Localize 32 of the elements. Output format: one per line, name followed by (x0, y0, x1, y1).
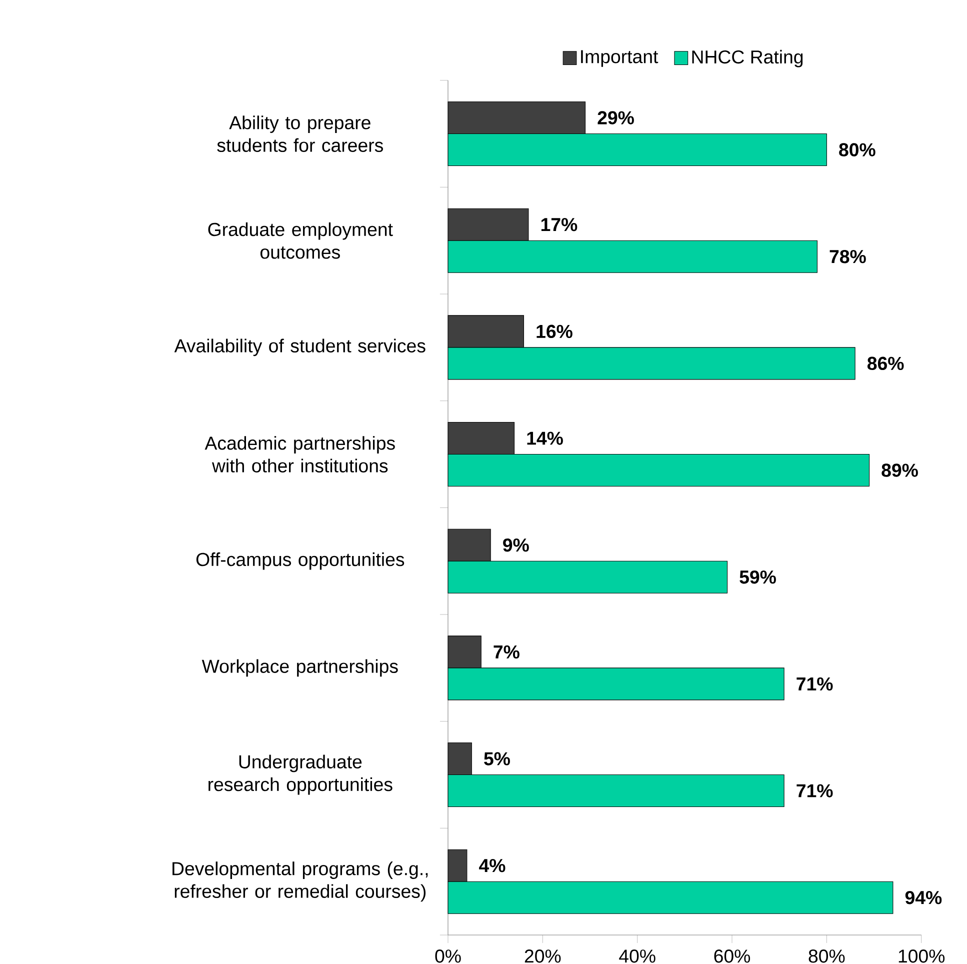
y-tick-label: Graduate employment outcomes (208, 222, 393, 259)
x-tick-label: 20% (524, 949, 561, 963)
data-label: 9% (503, 538, 529, 552)
y-tick-label: Academic partnerships with other institutions (204, 436, 395, 472)
data-label: 14% (527, 432, 563, 445)
y-tick-label: Availability of student services (174, 338, 426, 356)
data-label: 80% (839, 143, 876, 156)
data-label: 5% (484, 752, 510, 766)
x-tick-label: 60% (714, 949, 750, 963)
legend-label: NHCC Rating (692, 50, 803, 68)
data-label: 16% (536, 324, 572, 338)
data-label: 17% (541, 218, 578, 232)
x-tick-label: 80% (808, 949, 845, 963)
x-tick-label: 100% (898, 949, 945, 963)
x-tick-label: 40% (619, 949, 656, 963)
data-label: 94% (905, 890, 942, 904)
y-tick-label: Ability to prepare students for careers (217, 116, 383, 152)
data-label: 89% (882, 464, 918, 477)
x-tick-label: 0% (435, 949, 461, 963)
y-tick-label: Undergraduate research opportunities (208, 754, 392, 795)
data-label: 29% (598, 111, 634, 124)
y-tick-label: Workplace partnerships (202, 659, 398, 677)
y-tick-label: Developmental programs (e.g., refresher or remedial courses) (172, 862, 428, 902)
data-label: 78% (830, 250, 866, 264)
data-label: 71% (796, 784, 833, 798)
data-label: 71% (796, 677, 833, 690)
data-label: 86% (867, 356, 904, 370)
data-label: 7% (494, 645, 520, 658)
data-label: 4% (479, 859, 506, 872)
data-label: 59% (740, 570, 776, 584)
y-tick-label: Off-campus opportunities (196, 552, 404, 570)
legend-label: Important (581, 50, 658, 67)
